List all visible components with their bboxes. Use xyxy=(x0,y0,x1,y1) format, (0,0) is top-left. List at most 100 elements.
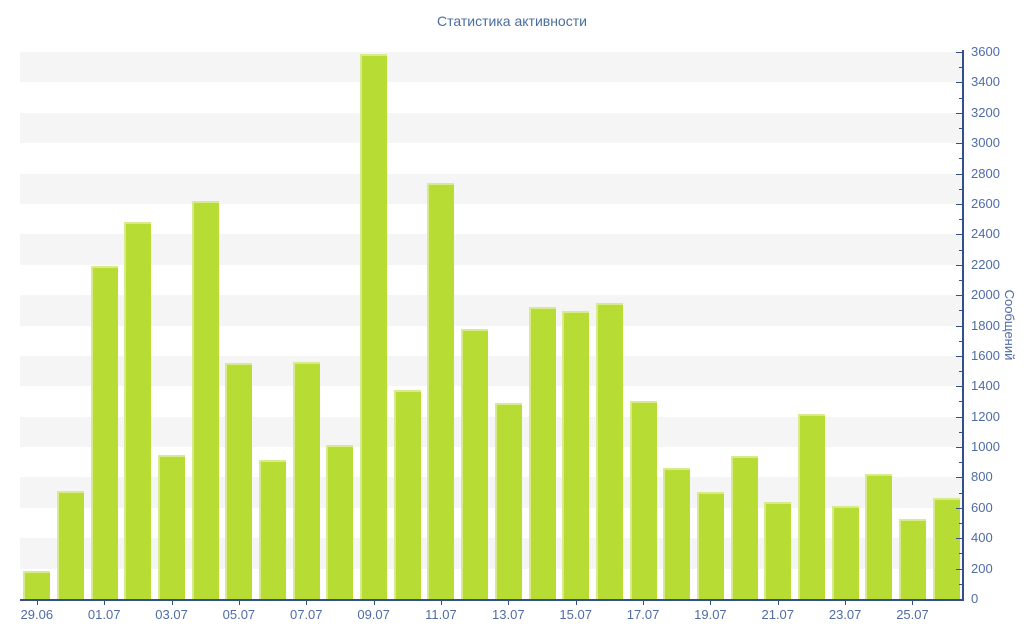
x-axis-tick xyxy=(171,601,173,605)
y-axis-minor-tick xyxy=(959,401,963,403)
plot-band xyxy=(20,234,963,265)
bar-20.07 xyxy=(730,456,758,599)
bar-04.07 xyxy=(191,200,219,599)
y-axis-minor-tick xyxy=(959,127,963,129)
y-axis-major-tick xyxy=(956,82,963,84)
bar-22.07 xyxy=(797,413,825,599)
x-axis-label: 01.07 xyxy=(87,607,121,622)
y-axis-line xyxy=(962,50,964,601)
x-axis-tick xyxy=(104,601,106,605)
y-axis-minor-tick xyxy=(959,583,963,585)
y-axis-label: 2000 xyxy=(971,287,1000,303)
y-axis-minor-tick xyxy=(959,67,963,69)
x-axis-tick xyxy=(238,601,240,605)
plot-band xyxy=(20,355,963,387)
y-axis-minor-tick xyxy=(959,97,963,99)
bar-05.07 xyxy=(225,362,253,599)
y-axis-label: 200 xyxy=(971,560,993,576)
y-axis-label: 1200 xyxy=(971,408,1000,424)
bar-01.07 xyxy=(90,266,118,599)
y-axis-major-tick xyxy=(956,568,963,570)
bar-26.07 xyxy=(932,497,960,599)
x-axis-label: 23.07 xyxy=(828,607,862,622)
bar-06.07 xyxy=(259,459,287,599)
y-axis-minor-tick xyxy=(959,371,963,373)
bar-25.07 xyxy=(898,519,926,599)
y-axis-major-tick xyxy=(956,386,963,388)
plot-band xyxy=(20,325,963,356)
y-axis-label: 400 xyxy=(971,530,993,546)
y-axis-major-tick xyxy=(956,234,963,236)
y-axis-title: Сообщений xyxy=(1002,289,1017,361)
bar-17.07 xyxy=(629,401,657,599)
y-axis-minor-tick xyxy=(959,188,963,190)
y-axis-label: 1600 xyxy=(971,347,1000,363)
plot-band xyxy=(20,386,963,417)
bar-02.07 xyxy=(124,222,152,599)
y-axis-major-tick xyxy=(956,447,963,449)
bar-21.07 xyxy=(764,501,792,599)
y-axis-major-tick xyxy=(956,477,963,479)
y-axis-minor-tick xyxy=(959,340,963,342)
y-axis-minor-tick xyxy=(959,249,963,251)
y-axis-minor-tick xyxy=(959,219,963,221)
x-axis-label: 21.07 xyxy=(761,607,795,622)
plot-band xyxy=(20,173,963,204)
x-axis-tick xyxy=(575,601,577,605)
bar-10.07 xyxy=(393,390,421,599)
y-axis-label: 2400 xyxy=(971,226,1000,242)
bar-07.07 xyxy=(292,361,320,599)
bar-13.07 xyxy=(494,403,522,599)
bar-18.07 xyxy=(663,467,691,599)
y-axis-label: 3200 xyxy=(971,104,1000,120)
bar-14.07 xyxy=(528,306,556,599)
x-axis-tick xyxy=(440,601,442,605)
bar-08.07 xyxy=(326,444,354,599)
x-axis-tick xyxy=(36,601,38,605)
x-axis-line xyxy=(20,599,964,601)
y-axis-major-tick xyxy=(956,416,963,418)
x-axis-label: 13.07 xyxy=(492,607,525,622)
y-axis-major-tick xyxy=(956,52,963,53)
x-axis-label: 09.07 xyxy=(357,607,390,622)
plot-band xyxy=(20,264,963,296)
bar-09.07 xyxy=(360,53,388,599)
bar-29.06 xyxy=(23,570,51,599)
x-axis-label: 15.07 xyxy=(559,607,592,622)
bar-24.07 xyxy=(865,474,893,599)
x-axis-tick xyxy=(643,601,645,605)
y-axis-label: 1000 xyxy=(971,439,1000,455)
x-axis-label: 07.07 xyxy=(289,607,323,622)
y-axis-major-tick xyxy=(956,264,963,266)
y-axis-minor-tick xyxy=(959,553,963,555)
y-axis-minor-tick xyxy=(959,158,963,160)
y-axis-minor-tick xyxy=(959,431,963,433)
y-axis-label: 1800 xyxy=(971,317,1000,333)
x-axis-tick xyxy=(373,601,375,605)
y-axis-label: 3000 xyxy=(971,135,1000,151)
bar-15.07 xyxy=(562,311,590,599)
x-axis-label: 19.07 xyxy=(694,607,727,622)
y-axis-minor-tick xyxy=(959,462,963,464)
x-axis-tick xyxy=(777,601,779,605)
y-axis-label: 800 xyxy=(971,469,993,485)
y-axis-minor-tick xyxy=(959,523,963,525)
plot-band xyxy=(20,295,963,326)
y-axis-label: 600 xyxy=(971,499,993,515)
y-axis-major-tick xyxy=(956,295,963,297)
x-axis-tick xyxy=(710,601,712,605)
y-axis-label: 0 xyxy=(971,591,979,606)
bar-30.06 xyxy=(57,491,85,599)
y-axis-major-tick xyxy=(956,355,963,357)
x-axis-tick xyxy=(912,601,914,605)
plot-area xyxy=(20,52,963,599)
y-axis-minor-tick xyxy=(959,492,963,494)
bar-23.07 xyxy=(831,505,859,599)
y-axis-major-tick xyxy=(956,112,963,114)
x-axis-label: 03.07 xyxy=(155,607,188,622)
plot-band xyxy=(20,143,963,174)
plot-band xyxy=(20,203,963,235)
chart-title: Статистика активности xyxy=(437,13,587,29)
x-axis-tick xyxy=(508,601,510,605)
x-axis-label: 29.06 xyxy=(20,607,54,622)
